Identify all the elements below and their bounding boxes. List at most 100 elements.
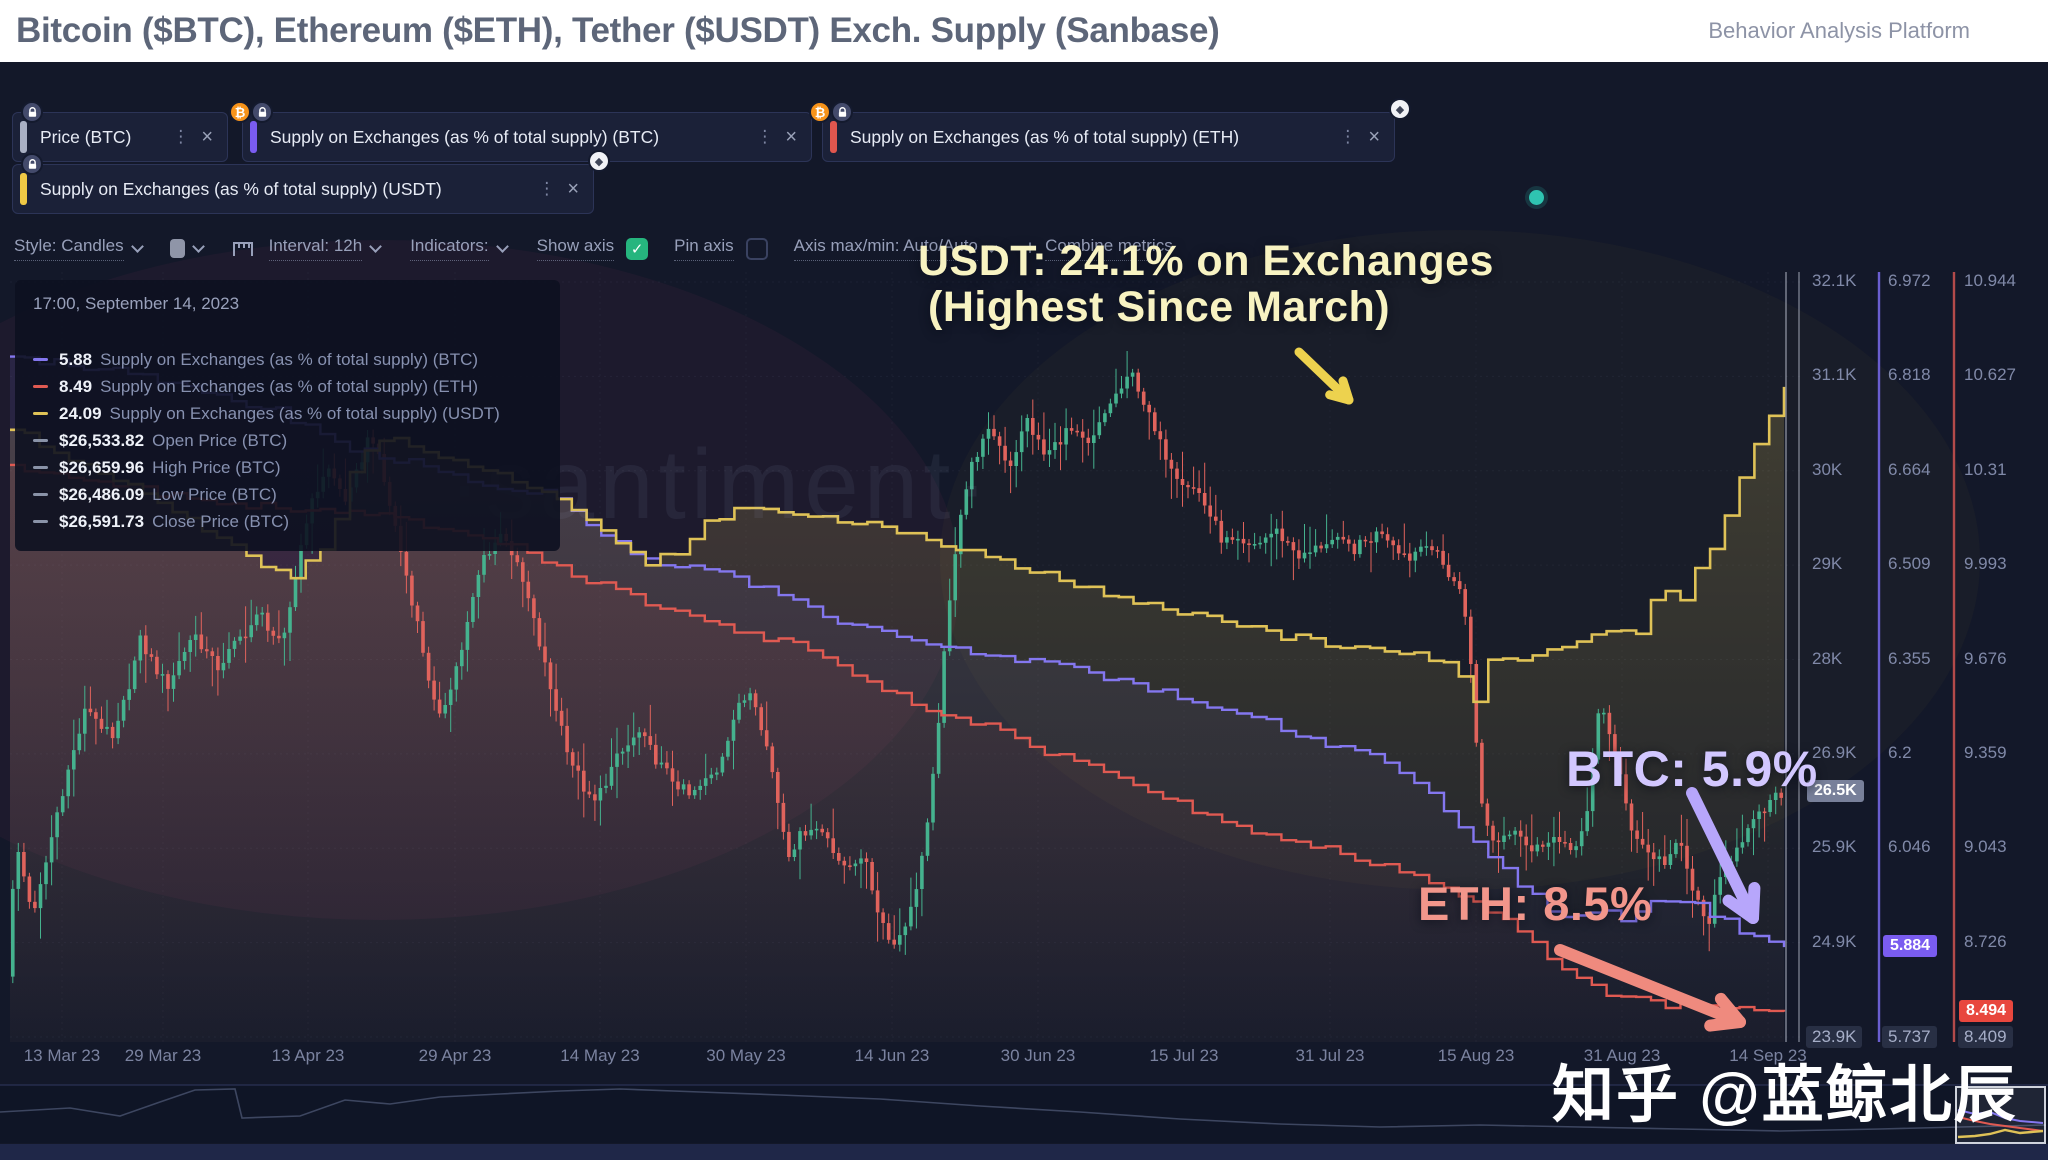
style-select[interactable]: Style: Candles — [14, 236, 144, 261]
candle-color-swatch[interactable] — [169, 239, 205, 258]
kebab-menu-icon[interactable]: ⋮ — [172, 127, 190, 146]
usdt-supply-line — [10, 386, 1786, 704]
kebab-menu-icon[interactable]: ⋮ — [538, 179, 556, 198]
swatch-icon — [169, 239, 185, 258]
tooltip-value: 8.49 — [59, 376, 93, 396]
close-icon[interactable]: × — [785, 125, 797, 148]
tooltip-row: 5.88 Supply on Exchanges (as % of total s… — [33, 346, 560, 373]
tooltip-label: Supply on Exchanges (as % of total suppl… — [100, 376, 479, 396]
metric-accent-bar — [20, 173, 27, 205]
metric-tab-usdt-supply[interactable]: Supply on Exchanges (as % of total suppl… — [12, 164, 594, 214]
axis-tick: 10.31 — [1964, 459, 2007, 479]
series-dash-icon — [33, 412, 48, 415]
tooltip-row: 24.09 Supply on Exchanges (as % of total … — [33, 400, 560, 427]
annotation-usdt: USDT: 24.1% on Exchanges (Highest Since … — [918, 238, 1494, 330]
checkbox-empty-icon[interactable] — [745, 237, 768, 260]
close-icon[interactable]: × — [201, 125, 213, 148]
series-dash-icon — [33, 520, 48, 523]
show-axis-toggle[interactable]: Show axis ✓ — [536, 236, 649, 261]
metric-tab-label: Price (BTC) — [40, 126, 132, 147]
lock-icon — [21, 153, 43, 175]
current-value-tag: 8.494 — [1959, 1000, 2014, 1022]
series-dash-icon — [33, 493, 48, 496]
minimap-selection[interactable] — [1955, 1086, 2046, 1144]
axis-tick: 6.509 — [1888, 554, 1931, 574]
metric-tab-label: Supply on Exchanges (as % of total suppl… — [850, 126, 1240, 147]
axis-tick: 9.676 — [1964, 648, 2007, 668]
tooltip-value: $26,533.82 — [59, 430, 145, 450]
axis-tick: 6.046 — [1888, 837, 1931, 857]
tooltip-label: Close Price (BTC) — [152, 511, 290, 531]
series-dash-icon — [33, 358, 48, 361]
ethereum-icon: ◆ — [1389, 98, 1411, 120]
tooltip-row: $26,533.82 Open Price (BTC) — [33, 427, 560, 454]
axis-tick: 25.9K — [1812, 837, 1857, 857]
indicators-select[interactable]: Indicators: — [410, 236, 509, 261]
bitcoin-icon: ₿ — [229, 101, 251, 123]
date-tick: 14 May 23 — [560, 1046, 640, 1065]
kebab-menu-icon[interactable]: ⋮ — [1339, 127, 1357, 146]
annotation-btc: BTC: 5.9% — [1566, 741, 1818, 797]
date-tick: 13 Apr 23 — [271, 1046, 345, 1065]
tooltip-value: $26,591.73 — [59, 511, 145, 531]
series-dash-icon — [33, 466, 48, 469]
axis-tick: 6.664 — [1888, 459, 1931, 479]
series-dash-icon — [33, 385, 48, 388]
metric-tab-btc-supply[interactable]: Supply on Exchanges (as % of total suppl… — [242, 112, 812, 162]
metric-tab-eth-supply[interactable]: Supply on Exchanges (as % of total suppl… — [822, 112, 1395, 162]
axis-tick: 6.2 — [1888, 742, 1912, 762]
axis-tick: 24.9K — [1812, 931, 1857, 951]
axis-tick: 8.726 — [1964, 931, 2007, 951]
close-icon[interactable]: × — [567, 177, 579, 200]
minimap[interactable] — [0, 1085, 2048, 1143]
metric-tab-label: Supply on Exchanges (as % of total suppl… — [40, 178, 442, 199]
style-label: Style: Candles — [14, 236, 124, 261]
annotation-eth: ETH: 8.5% — [1418, 877, 1653, 930]
tooltip-label: Supply on Exchanges (as % of total suppl… — [100, 349, 479, 369]
axis-tick: 9.359 — [1964, 742, 2007, 762]
tooltip-timestamp: 17:00, September 14, 2023 — [33, 294, 240, 313]
interval-calendar-button[interactable] — [231, 238, 255, 260]
tooltip-rows: 5.88 Supply on Exchanges (as % of total s… — [33, 346, 560, 535]
axis-tick: 5.737 — [1882, 1026, 1937, 1048]
axis-tick: 23.9K — [1806, 1026, 1863, 1048]
metric-tab-btc-price[interactable]: Price (BTC) ⋮ × — [12, 112, 228, 162]
lock-icon — [831, 101, 853, 123]
chart-tooltip: 17:00, September 14, 2023 5.88 Supply on … — [15, 280, 560, 551]
tooltip-value: 24.09 — [59, 403, 102, 423]
date-tick: 29 Mar 23 — [124, 1046, 202, 1065]
axis-maxmin-select[interactable]: Axis max/min: Auto/Auto — [793, 236, 998, 261]
date-tick: 15 Jul 23 — [1149, 1046, 1219, 1065]
annotation-usdt-line1: USDT: 24.1% on Exchanges — [918, 237, 1494, 285]
axis-maxmin-label: Axis max/min: Auto/Auto — [793, 236, 978, 261]
axis-tick: 6.355 — [1888, 648, 1931, 668]
axis-tick: 9.993 — [1964, 554, 2007, 574]
date-tick: 15 Aug 23 — [1437, 1046, 1515, 1065]
pin-axis-toggle[interactable]: Pin axis — [674, 236, 768, 261]
combine-metrics-label: Combine metrics — [1045, 236, 1173, 261]
date-tick: 31 Aug 23 — [1583, 1046, 1661, 1065]
checkbox-checked-icon[interactable]: ✓ — [626, 237, 649, 260]
status-dot-button[interactable] — [1529, 190, 1544, 205]
indicators-label: Indicators: — [410, 236, 489, 261]
metric-accent-bar — [20, 121, 27, 153]
bitcoin-icon: ₿ — [809, 101, 831, 123]
combine-metrics-button[interactable]: + Combine metrics — [1024, 236, 1173, 261]
kebab-menu-icon[interactable]: ⋮ — [756, 127, 774, 146]
tooltip-value: $26,659.96 — [59, 457, 145, 477]
tooltip-row: $26,486.09 Low Price (BTC) — [33, 481, 560, 508]
metric-tab-label: Supply on Exchanges (as % of total suppl… — [270, 126, 660, 147]
date-tick: 30 Jun 23 — [1000, 1046, 1076, 1065]
tooltip-row: 8.49 Supply on Exchanges (as % of total s… — [33, 373, 560, 400]
chevron-down-icon — [130, 240, 144, 253]
axis-tick: 31.1K — [1812, 365, 1857, 385]
tooltip-row: $26,591.73 Close Price (BTC) — [33, 508, 560, 535]
platform-label: Behavior Analysis Platform — [1708, 18, 1970, 43]
axis-tick: 6.972 — [1888, 271, 1931, 290]
interval-select[interactable]: Interval: 12h — [268, 236, 383, 261]
chevron-down-icon — [369, 240, 383, 253]
axis-tick: 8.409 — [1958, 1026, 2013, 1048]
close-icon[interactable]: × — [1368, 125, 1380, 148]
